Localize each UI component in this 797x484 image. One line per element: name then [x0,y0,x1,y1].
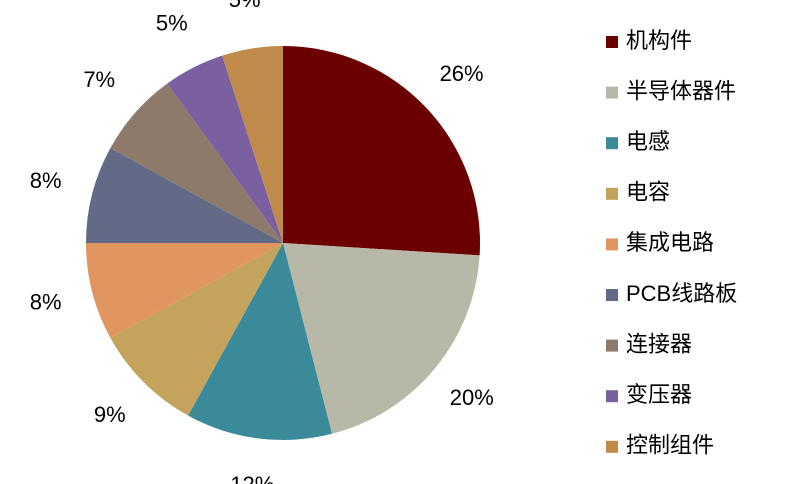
pie-slice [86,148,283,243]
legend-swatch [606,187,618,200]
data-label: 8% [30,290,62,315]
legend-label: 机构件 [626,28,692,53]
data-label: 5% [229,0,261,12]
legend-label: PCB线路板 [626,281,737,306]
data-label: 7% [83,67,115,92]
legend-swatch [606,137,618,150]
legend-swatch [606,339,618,352]
legend-label: 控制组件 [626,433,714,458]
data-label: 8% [30,168,62,193]
data-label: 20% [450,385,494,410]
legend-swatch [606,390,618,403]
legend-label: 电感 [626,129,670,154]
legend-swatch [606,289,618,301]
legend-label: 半导体器件 [626,78,736,103]
legend-label: 集成电路 [626,230,714,255]
data-label: 12% [230,472,274,484]
pie-slice [283,46,480,256]
legend-label: 变压器 [626,382,692,407]
data-label: 5% [156,11,188,36]
pie-slice [86,243,283,338]
data-label: 26% [440,61,484,86]
legend-label: 连接器 [626,331,692,356]
pie-slice [188,243,332,440]
pie-slice [222,46,283,243]
legend-swatch [606,86,618,99]
legend-swatch [606,36,618,48]
pie-slice [110,83,283,243]
pie-slice [283,243,480,434]
legend-swatch [606,238,618,251]
pie-slice [110,243,283,416]
legend-label: 电容 [626,180,670,205]
data-label: 9% [94,402,126,427]
pie-slice [167,55,283,244]
legend-swatch [606,440,618,453]
